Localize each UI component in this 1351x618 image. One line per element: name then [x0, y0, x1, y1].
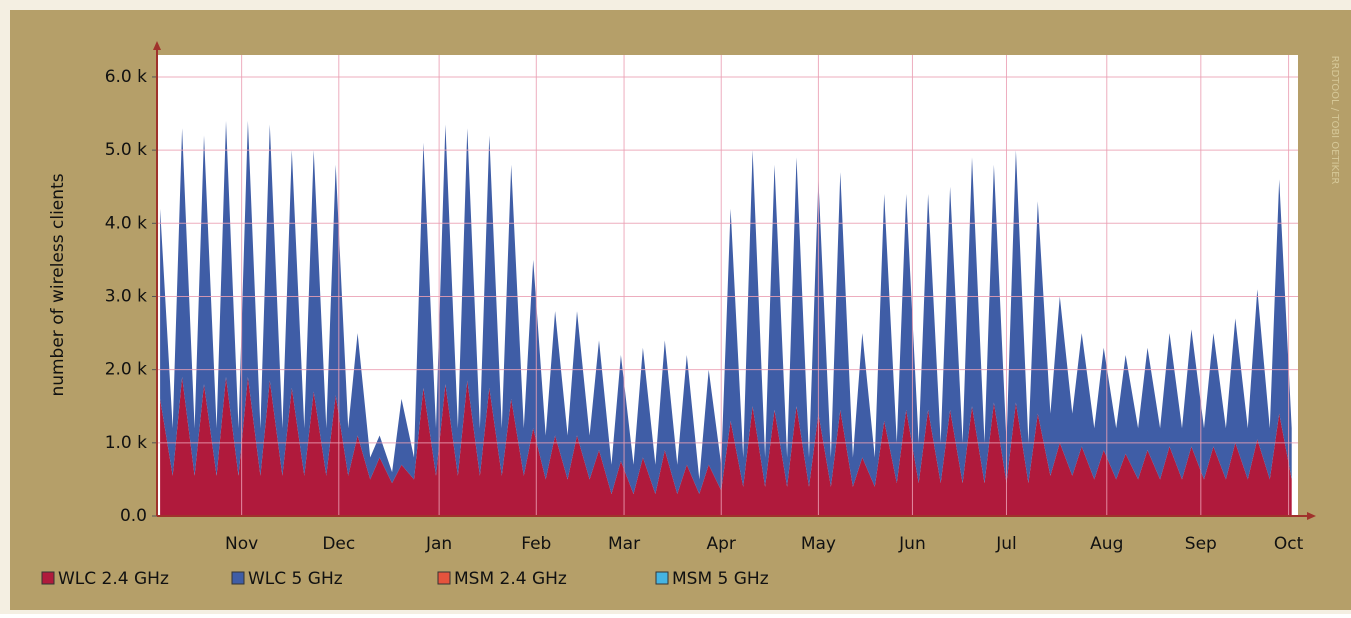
x-tick-label: Feb	[521, 534, 551, 554]
legend-swatch	[437, 571, 451, 585]
x-tick-label: Jul	[995, 534, 1017, 554]
x-tick-label: May	[801, 534, 836, 554]
y-axis-arrow	[153, 41, 161, 50]
legend-swatch	[41, 571, 55, 585]
y-tick-label: 1.0 k	[105, 433, 147, 453]
legend-swatch	[655, 571, 669, 585]
area	[160, 377, 1292, 516]
x-axis-arrow	[1307, 512, 1316, 520]
legend-label: MSM 5 GHz	[672, 569, 769, 589]
legend-swatch	[231, 571, 245, 585]
y-tick-label: 5.0 k	[105, 140, 147, 160]
y-tick-label: 2.0 k	[105, 360, 147, 380]
y-tick-label: 3.0 k	[105, 286, 147, 306]
watermark: RRDTOOL / TOBI OETIKER	[1329, 56, 1340, 185]
x-tick-label: Apr	[707, 534, 736, 554]
x-tick-label: Aug	[1090, 534, 1123, 554]
y-tick-label: 0.0	[120, 506, 147, 526]
y-tick-label: 6.0 k	[105, 67, 147, 87]
area	[160, 120, 1292, 495]
x-tick-label: Mar	[608, 534, 640, 554]
y-tick-label: 4.0 k	[105, 213, 147, 233]
x-tick-label: Dec	[322, 534, 355, 554]
x-tick-label: Oct	[1274, 534, 1304, 554]
legend-label: MSM 2.4 GHz	[454, 569, 567, 589]
x-tick-label: Nov	[225, 534, 258, 554]
x-tick-label: Jun	[898, 534, 926, 554]
legend-label: WLC 2.4 GHz	[58, 569, 169, 589]
y-axis-label: number of wireless clients	[48, 173, 68, 396]
legend-label: WLC 5 GHz	[248, 569, 343, 589]
x-tick-label: Sep	[1185, 534, 1217, 554]
x-tick-label: Jan	[425, 534, 452, 554]
